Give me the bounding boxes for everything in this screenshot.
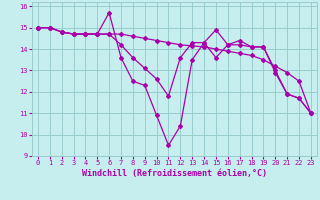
X-axis label: Windchill (Refroidissement éolien,°C): Windchill (Refroidissement éolien,°C) <box>82 169 267 178</box>
